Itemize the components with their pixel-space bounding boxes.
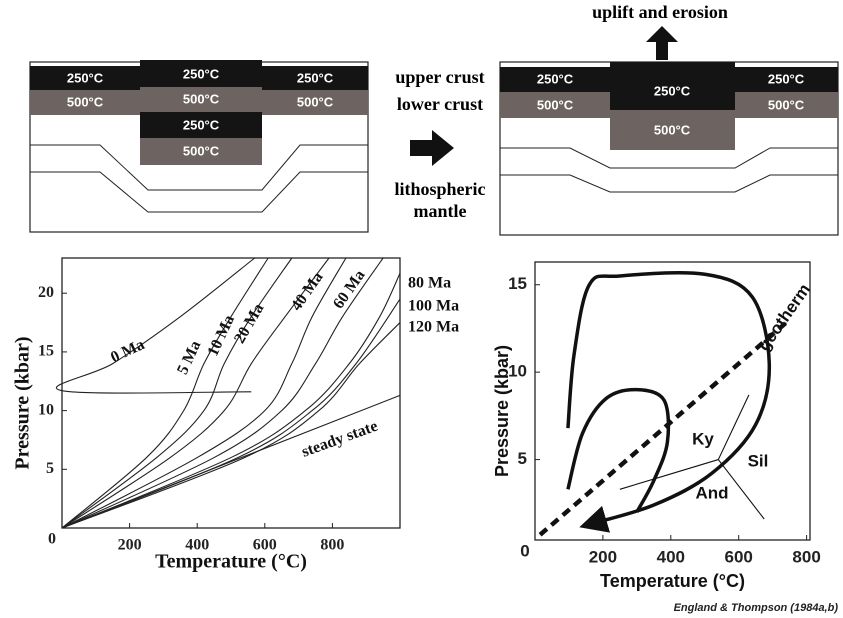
series-line: [717, 394, 750, 460]
y-tick-label: 15: [508, 274, 527, 293]
lower-crust: [262, 90, 368, 115]
uplift-label: uplift and erosion: [592, 2, 728, 22]
series-line: [61, 322, 401, 529]
x-tick-label: 0: [48, 531, 56, 548]
upper-crust: [140, 60, 262, 87]
series-line: [566, 387, 671, 513]
layer-label: lithospheric mantle: [394, 179, 486, 221]
series-line: [61, 394, 401, 529]
series-line: [717, 459, 765, 520]
x-tick-label: 0: [520, 541, 529, 560]
x-tick-label: 400: [657, 547, 685, 566]
series-label: 5 Ma: [174, 338, 204, 377]
series-label: 80 Ma: [408, 275, 451, 292]
temperature-label: 500°C: [537, 97, 574, 112]
y-tick-label: 5: [46, 460, 54, 477]
temperature-label: 250°C: [183, 117, 220, 132]
y-tick-label: 10: [38, 401, 54, 418]
boundary: [30, 171, 368, 213]
upper-crust: [262, 66, 368, 90]
y-tick-label: 15: [38, 343, 54, 360]
lower-crust: [140, 87, 262, 112]
temperature-label: 500°C: [297, 94, 334, 109]
upper-crust: [610, 62, 735, 110]
x-tick-label: 400: [185, 537, 209, 554]
annotation: Ky: [692, 429, 714, 448]
credit: England & Thompson (1984a,b): [674, 602, 839, 614]
y-tick-label: 5: [518, 449, 527, 468]
uplift-arrow: [646, 26, 678, 60]
temperature-label: 250°C: [297, 70, 334, 85]
x-tick-label: 600: [253, 537, 277, 554]
series-label: steady state: [299, 418, 380, 461]
y-axis-label: Pressure (kbar): [492, 345, 512, 477]
x-tick-label: 600: [725, 547, 753, 566]
series-line: [566, 270, 772, 533]
temperature-label: 250°C: [654, 83, 691, 98]
series-line: [61, 257, 293, 529]
series-line: [61, 273, 401, 529]
temperature-label: 500°C: [768, 97, 805, 112]
series-line: [61, 257, 347, 529]
series-label: 100 Ma: [408, 298, 459, 315]
lower-crust: [500, 92, 610, 118]
temperature-label: 500°C: [654, 122, 691, 137]
x-tick-label: 200: [589, 547, 617, 566]
temperature-label: 500°C: [183, 143, 220, 158]
y-axis-label: Pressure (kbar): [12, 336, 34, 469]
upper-crust: [30, 66, 140, 90]
right-section: [499, 61, 839, 236]
temperature-label: 250°C: [768, 71, 805, 86]
plot-frame: [534, 261, 811, 541]
lower-crust: [140, 138, 262, 165]
temperature-label: 500°C: [183, 91, 220, 106]
series-label: 40 Ma: [288, 269, 327, 314]
annotation: And: [695, 483, 728, 502]
series-line: [61, 257, 269, 529]
annotation: Sil: [748, 451, 769, 470]
series-line: [55, 257, 256, 394]
layer-label: upper crust: [395, 67, 485, 87]
temperature-label: 250°C: [67, 70, 104, 85]
y-tick-label: 10: [508, 362, 527, 381]
lower-crust: [30, 90, 140, 115]
upper-crust: [735, 67, 838, 92]
upper-crust: [140, 112, 262, 138]
temperature-label: 250°C: [183, 66, 220, 81]
upper-crust: [500, 67, 610, 92]
boundary: [30, 144, 368, 191]
series-label: 60 Ma: [330, 267, 369, 312]
x-tick-label: 800: [320, 537, 344, 554]
x-axis-label: Temperature (°C): [600, 571, 745, 591]
x-tick-label: 800: [792, 547, 820, 566]
lower-crust: [735, 92, 838, 118]
y-tick-label: 20: [38, 284, 54, 301]
lower-crust: [610, 110, 735, 150]
series-line: [61, 257, 330, 529]
x-tick-label: 200: [118, 537, 142, 554]
temperature-label: 250°C: [537, 71, 574, 86]
plot-frame: [61, 257, 401, 529]
series-line: [538, 317, 792, 537]
boundary: [500, 147, 838, 169]
temperature-label: 500°C: [67, 94, 104, 109]
x-axis-label: Temperature (°C): [155, 551, 307, 573]
series-label: 120 Ma: [408, 319, 459, 336]
series-label: 0 Ma: [108, 336, 147, 366]
series-line: [619, 459, 719, 490]
boundary: [500, 174, 838, 193]
arrow: [410, 130, 454, 166]
layer-label: lower crust: [396, 94, 484, 114]
left-section: [29, 60, 369, 233]
series-line: [61, 257, 384, 529]
